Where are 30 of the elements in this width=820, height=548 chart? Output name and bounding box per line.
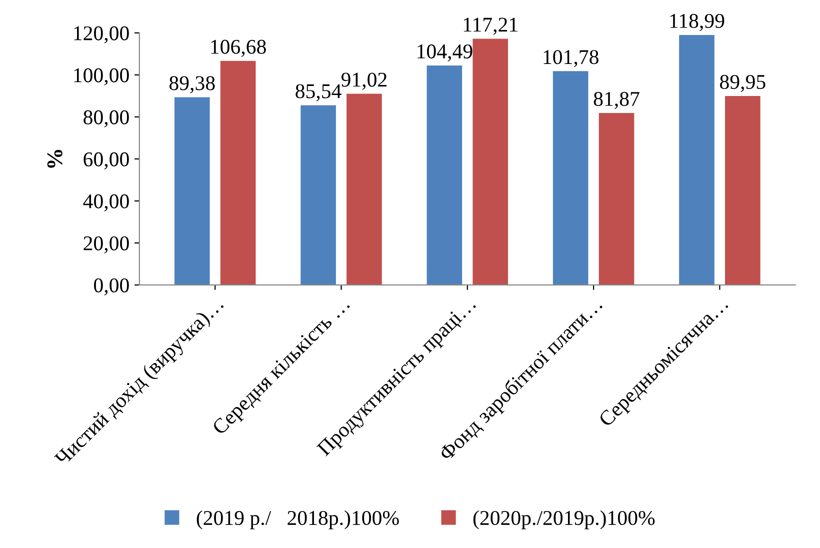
bar [220,60,256,285]
bar [174,97,210,285]
y-tick-label: 100,00 [74,68,129,86]
data-label: 89,38 [169,76,215,94]
bar [346,94,382,285]
y-axis-title: % [47,150,62,168]
data-label: 101,78 [544,50,598,68]
y-tick-label: 20,00 [84,236,129,254]
data-label: 81,87 [594,92,640,109]
data-label: 89,95 [720,74,766,92]
data-label: 118,99 [670,14,724,31]
legend-label: (2019 р./ 2018р.)100% [196,510,399,530]
y-tick-label: 120,00 [74,26,129,44]
y-tick-label: 80,00 [84,110,129,128]
bar [679,35,714,285]
y-tick-label: 40,00 [83,194,129,212]
data-label: 91,02 [341,72,386,90]
data-label: 117,21 [464,18,518,35]
data-label: 104,49 [418,44,472,62]
data-label: 106,68 [211,40,266,57]
y-tick-label: 0,00 [94,278,129,296]
bar [725,96,760,285]
y-tick-label: 60,00 [84,152,129,170]
bar [300,105,336,285]
bar [552,71,588,285]
bar [426,65,462,285]
legend-label: (2020р./2019р.)100% [473,510,655,530]
data-label: 85,54 [296,84,342,102]
bar [598,112,634,285]
bar [472,38,508,285]
